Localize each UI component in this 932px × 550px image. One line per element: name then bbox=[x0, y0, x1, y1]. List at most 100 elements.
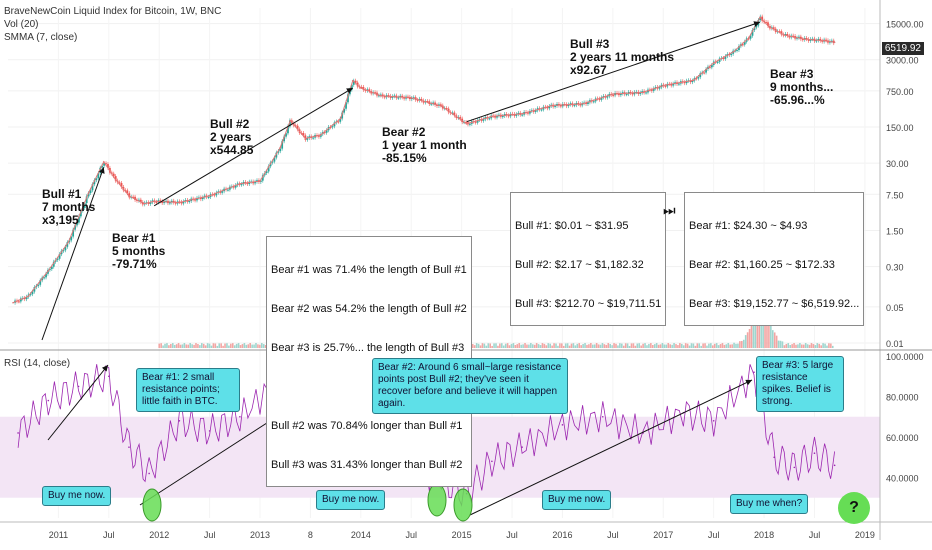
volume-bar bbox=[704, 343, 706, 348]
volume-bar bbox=[224, 343, 226, 348]
volume-bar bbox=[773, 332, 776, 348]
volume-bar bbox=[831, 345, 834, 348]
price-candle bbox=[567, 104, 570, 107]
price-candle bbox=[343, 108, 345, 113]
price-candle bbox=[801, 39, 804, 41]
volume-bar bbox=[491, 345, 493, 348]
volume-bar bbox=[195, 343, 197, 348]
price-candle bbox=[709, 66, 711, 68]
price-candle bbox=[412, 97, 415, 99]
price-point bbox=[178, 201, 181, 204]
volume-bar bbox=[231, 343, 234, 348]
smma-line bbox=[12, 16, 835, 304]
price-point bbox=[279, 146, 281, 149]
price-candle bbox=[439, 104, 442, 106]
price-candle bbox=[598, 98, 601, 100]
price-candle bbox=[289, 120, 291, 127]
price-candle bbox=[345, 102, 347, 109]
volume-bar bbox=[785, 343, 788, 348]
bear2-annotation: Bear #2 1 year 1 month -85.15% bbox=[382, 125, 467, 165]
volume-bar bbox=[694, 345, 697, 348]
volume-bar bbox=[752, 316, 755, 348]
price-candle bbox=[93, 180, 96, 185]
price-candle bbox=[101, 165, 104, 168]
price-candle bbox=[691, 80, 694, 83]
fast-forward-icon: ⏭ bbox=[663, 202, 676, 218]
price-point bbox=[783, 34, 786, 36]
volume-bar bbox=[651, 344, 654, 348]
volume-bar bbox=[706, 345, 708, 348]
price-candle bbox=[436, 104, 438, 106]
volume-bar bbox=[214, 343, 217, 348]
volume-bar bbox=[162, 345, 164, 348]
volume-bar bbox=[679, 343, 681, 348]
price-candle bbox=[103, 163, 105, 166]
rsi-point bbox=[77, 385, 80, 388]
price-point bbox=[289, 119, 292, 122]
price-point bbox=[692, 79, 695, 82]
volume-bar bbox=[597, 344, 600, 348]
bear-range-1: Bear #1: $24.30 ~ $4.93 bbox=[689, 220, 808, 232]
volume-bar bbox=[642, 343, 644, 348]
volume-bar bbox=[495, 343, 497, 348]
volume-bar bbox=[493, 343, 495, 348]
price-candle bbox=[194, 199, 196, 201]
volume-bar bbox=[828, 343, 830, 348]
volume-bar bbox=[810, 343, 813, 348]
price-candle bbox=[259, 180, 262, 182]
price-candle bbox=[592, 101, 595, 103]
volume-bar bbox=[744, 335, 747, 348]
price-candle bbox=[221, 191, 224, 193]
price-candle bbox=[718, 58, 721, 62]
volume-bar bbox=[619, 343, 621, 348]
volume-bar bbox=[700, 345, 702, 348]
price-candle bbox=[432, 102, 435, 104]
price-candle bbox=[798, 36, 800, 38]
price-candle bbox=[95, 178, 98, 181]
volume-bar bbox=[781, 341, 784, 348]
price-candle bbox=[710, 64, 713, 68]
price-candle bbox=[786, 34, 789, 36]
rsi-point bbox=[208, 430, 211, 432]
volume-bar bbox=[501, 343, 503, 348]
price-point bbox=[833, 41, 836, 44]
volume-bar bbox=[795, 344, 797, 348]
volume-bar bbox=[177, 343, 180, 348]
volume-bar bbox=[197, 344, 199, 348]
volume-bar bbox=[741, 340, 743, 348]
volume-bar bbox=[711, 345, 714, 348]
price-candle bbox=[66, 242, 69, 247]
trend-arrow bbox=[466, 21, 761, 123]
bear1-annotation: Bear #1 5 months -79.71% bbox=[112, 231, 166, 271]
volume-bar bbox=[644, 343, 646, 348]
price-candle bbox=[87, 192, 90, 197]
price-candle bbox=[174, 202, 177, 204]
volume-bar bbox=[249, 343, 251, 348]
volume-bar bbox=[483, 343, 486, 348]
volume-bar bbox=[737, 343, 739, 348]
price-candle bbox=[107, 164, 109, 168]
price-point bbox=[642, 91, 644, 94]
volume-bar bbox=[771, 330, 774, 348]
price-point bbox=[823, 39, 826, 42]
price-point bbox=[521, 113, 523, 115]
volume-bar bbox=[506, 343, 509, 348]
time-tick-label: Jul bbox=[405, 530, 417, 540]
volume-bar bbox=[617, 345, 619, 348]
volume-bar bbox=[611, 345, 613, 348]
volume-bar bbox=[557, 345, 559, 348]
price-point bbox=[581, 103, 584, 105]
price-candle bbox=[805, 37, 808, 40]
time-tick-label: Jul bbox=[708, 530, 720, 540]
volume-bar bbox=[808, 344, 811, 348]
volume-bar bbox=[171, 343, 174, 348]
price-candle bbox=[19, 298, 22, 302]
price-candle bbox=[329, 127, 332, 129]
trend-arrow bbox=[469, 379, 753, 516]
price-candle bbox=[494, 115, 496, 118]
price-point bbox=[47, 269, 50, 272]
price-candle bbox=[306, 138, 309, 140]
price-candle bbox=[201, 197, 204, 200]
price-candle bbox=[672, 83, 675, 86]
trend-arrow bbox=[153, 87, 354, 207]
